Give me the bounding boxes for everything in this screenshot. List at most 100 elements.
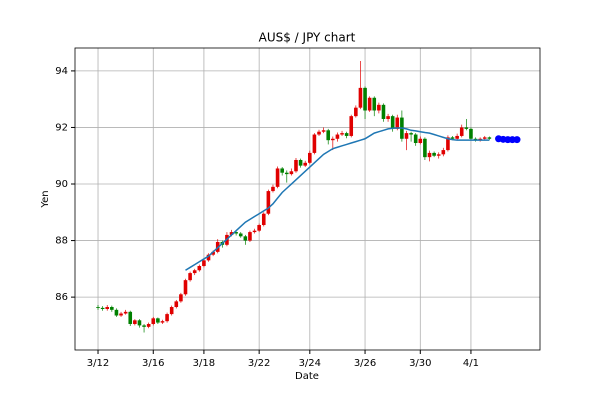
candle-body: [432, 152, 436, 156]
candle-body: [206, 254, 211, 261]
candle-body: [367, 97, 372, 111]
candle-body: [395, 117, 400, 129]
candle-body: [284, 172, 289, 175]
candle-body: [114, 309, 119, 316]
candle-body: [110, 307, 114, 310]
candle-body: [133, 320, 137, 324]
candle-body: [248, 232, 252, 241]
candle-body: [261, 213, 266, 226]
plot-frame: [74, 47, 541, 351]
candle-body: [303, 162, 307, 166]
candle-body: [229, 232, 234, 235]
candle-body: [349, 116, 354, 136]
candle-body: [275, 168, 280, 187]
candle-body: [298, 159, 303, 166]
candle-body: [280, 168, 284, 173]
x-tick-label: 3/26: [354, 358, 376, 369]
candle-body: [381, 104, 386, 119]
plot-area: 86 88 90 92 94 3/12 3/16 3/18 3/22 3/24 3/26 3/30 4/…: [55, 47, 541, 369]
candle-body: [289, 171, 294, 175]
candle-body: [450, 137, 455, 139]
y-tick-label: 92: [55, 122, 68, 133]
candle-body: [409, 133, 413, 135]
candle-body: [340, 133, 344, 135]
candle-body: [427, 152, 432, 158]
candle-body: [146, 323, 151, 327]
y-tick-label: 90: [55, 179, 68, 190]
moving-average-line: [185, 127, 490, 271]
candle-body: [455, 135, 459, 139]
candle-body: [156, 318, 160, 323]
candle-body: [96, 307, 100, 308]
candle-body: [390, 116, 395, 129]
y-tick-label: 94: [55, 66, 68, 77]
candle-body: [197, 266, 202, 271]
candle-body: [174, 301, 179, 308]
candle-body: [202, 260, 206, 267]
candle-body: [441, 150, 446, 155]
candle-body: [211, 251, 215, 255]
candle-body: [252, 230, 257, 233]
candle-body: [234, 232, 238, 234]
candle-body: [266, 191, 271, 214]
x-tick-label: 3/12: [87, 358, 109, 369]
x-tick-label: 4/1: [463, 358, 479, 369]
candle-body: [142, 325, 146, 327]
x-tick-label: 3/16: [142, 358, 164, 369]
candle-body: [123, 311, 128, 314]
candle-body: [335, 134, 340, 139]
y-tick-label: 88: [55, 236, 68, 247]
candle-body: [308, 152, 312, 163]
x-tick-label: 3/18: [193, 358, 215, 369]
candle-body: [151, 318, 156, 324]
candle-body: [331, 138, 335, 141]
candle-body: [386, 116, 390, 119]
x-axis-label: Date: [295, 371, 319, 382]
y-axis-label: Yen: [40, 190, 51, 208]
candle-body: [482, 137, 487, 139]
y-tick-label: 86: [55, 292, 68, 303]
x-tick-label: 3/22: [248, 358, 270, 369]
candle-body: [436, 154, 441, 156]
candle-body: [487, 137, 492, 139]
candle-body: [271, 186, 275, 192]
x-tick-label: 3/30: [409, 358, 431, 369]
candle-body: [326, 130, 331, 141]
candle-body: [294, 159, 298, 172]
candle-body: [372, 97, 377, 111]
candle-body: [344, 133, 349, 136]
candle-body: [464, 127, 469, 129]
candle-body: [257, 225, 261, 231]
candle-body: [312, 134, 317, 153]
candle-body: [354, 107, 358, 117]
candle-body: [160, 321, 165, 323]
candle-body: [418, 138, 423, 144]
candle-body: [317, 131, 321, 135]
candle-body: [183, 280, 188, 295]
candle-body: [358, 87, 363, 108]
candle-body: [363, 87, 367, 111]
candle-body: [404, 133, 409, 139]
candle-body: [459, 127, 464, 136]
candle-body: [165, 314, 169, 322]
candle-body: [413, 134, 418, 144]
candle-body: [423, 138, 427, 158]
candle-body: [169, 307, 174, 315]
candle-body: [100, 307, 105, 309]
candle-body: [238, 233, 243, 237]
candle-body: [119, 313, 123, 316]
candle-body: [137, 320, 142, 326]
chart-title: AUS$ / JPY chart: [259, 31, 356, 45]
candle-body: [188, 273, 192, 281]
candle-body: [105, 307, 110, 309]
candle-body: [446, 137, 450, 151]
x-tick-label: 3/24: [299, 358, 321, 369]
candle-body: [128, 311, 133, 324]
candle-body: [469, 128, 473, 139]
candle-body: [243, 236, 248, 241]
forecast-point: [513, 136, 521, 144]
candle-body: [179, 294, 183, 302]
candle-body: [321, 130, 326, 132]
